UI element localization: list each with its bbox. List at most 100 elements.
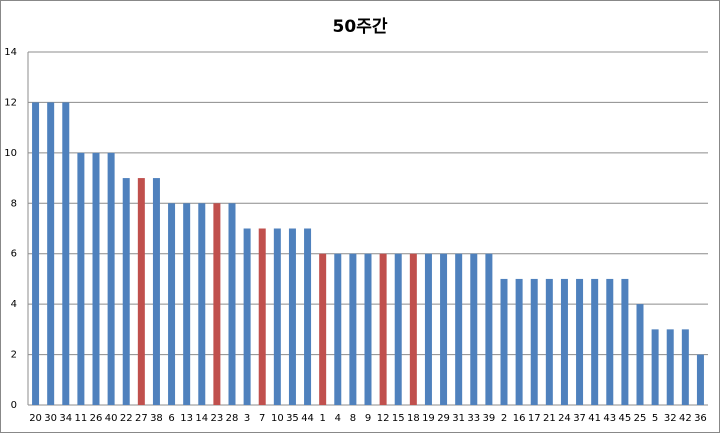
bar — [681, 329, 689, 405]
x-tick-label: 1 — [319, 413, 325, 424]
bar — [696, 354, 704, 405]
bar — [213, 203, 221, 405]
x-tick-label: 39 — [483, 413, 496, 424]
y-tick-label: 0 — [11, 400, 17, 411]
bar — [364, 253, 372, 405]
x-tick-label: 22 — [120, 413, 133, 424]
bar — [183, 203, 191, 405]
bar — [152, 178, 160, 405]
bar — [228, 203, 236, 405]
x-tick-label: 6 — [168, 413, 174, 424]
x-tick-label: 35 — [286, 413, 299, 424]
x-tick-label: 24 — [558, 413, 571, 424]
x-tick-label: 10 — [271, 413, 284, 424]
x-tick-label: 29 — [437, 413, 450, 424]
x-tick-label: 2 — [501, 413, 507, 424]
x-tick-label: 41 — [588, 413, 601, 424]
x-tick-label: 14 — [195, 413, 208, 424]
x-tick-label: 4 — [335, 413, 341, 424]
x-tick-label: 3 — [244, 413, 250, 424]
x-tick-label: 30 — [44, 413, 57, 424]
x-tick-label: 31 — [452, 413, 465, 424]
bar — [137, 178, 145, 405]
x-tick-label: 5 — [652, 413, 658, 424]
bar — [92, 152, 100, 405]
bar — [198, 203, 206, 405]
bar — [560, 278, 568, 405]
bar — [77, 152, 85, 405]
bar — [530, 278, 538, 405]
bar — [651, 329, 659, 405]
y-tick-label: 12 — [4, 97, 17, 108]
y-tick-label: 6 — [11, 249, 17, 260]
x-tick-label: 33 — [467, 413, 480, 424]
bar — [288, 228, 296, 405]
bar — [424, 253, 432, 405]
bar — [636, 304, 644, 405]
x-tick-label: 13 — [180, 413, 193, 424]
bar — [606, 278, 614, 405]
x-tick-label: 12 — [377, 413, 390, 424]
bar — [666, 329, 674, 405]
x-tick-label: 17 — [528, 413, 541, 424]
x-tick-label: 43 — [603, 413, 616, 424]
x-tick-label: 25 — [634, 413, 647, 424]
bar — [349, 253, 357, 405]
x-tick-label: 38 — [150, 413, 163, 424]
x-tick-label: 16 — [513, 413, 526, 424]
x-tick-label: 19 — [422, 413, 435, 424]
x-tick-label: 36 — [694, 413, 707, 424]
bar — [273, 228, 281, 405]
x-tick-label: 21 — [543, 413, 556, 424]
x-tick-label: 11 — [75, 413, 88, 424]
bar — [485, 253, 493, 405]
x-tick-label: 23 — [211, 413, 224, 424]
bar — [258, 228, 266, 405]
bar — [515, 278, 523, 405]
bar — [621, 278, 629, 405]
chart-title: 50주간 — [333, 17, 388, 37]
bar — [455, 253, 463, 405]
y-tick-label: 8 — [11, 198, 17, 209]
bar — [319, 253, 327, 405]
bar — [32, 102, 40, 405]
bar — [591, 278, 599, 405]
bar — [394, 253, 402, 405]
y-tick-label: 10 — [4, 148, 17, 159]
bar — [545, 278, 553, 405]
x-tick-label: 7 — [259, 413, 265, 424]
bar — [122, 178, 130, 405]
x-tick-label: 32 — [664, 413, 677, 424]
bar — [47, 102, 55, 405]
bar — [576, 278, 584, 405]
bar — [168, 203, 176, 405]
x-tick-label: 34 — [59, 413, 72, 424]
x-tick-label: 15 — [392, 413, 405, 424]
x-tick-label: 28 — [226, 413, 239, 424]
bar — [334, 253, 342, 405]
x-tick-label: 40 — [105, 413, 118, 424]
x-tick-label: 20 — [29, 413, 42, 424]
bar — [379, 253, 387, 405]
bar — [470, 253, 478, 405]
x-tick-label: 9 — [365, 413, 371, 424]
x-tick-label: 45 — [619, 413, 632, 424]
x-tick-label: 37 — [573, 413, 586, 424]
x-tick-label: 26 — [90, 413, 103, 424]
bar — [500, 278, 508, 405]
x-tick-label: 8 — [350, 413, 356, 424]
x-tick-label: 44 — [301, 413, 314, 424]
y-tick-label: 2 — [11, 350, 17, 361]
bar — [409, 253, 417, 405]
bar — [62, 102, 70, 405]
bar — [440, 253, 448, 405]
y-tick-label: 14 — [4, 47, 17, 58]
bar — [107, 152, 115, 405]
x-tick-label: 27 — [135, 413, 148, 424]
y-tick-label: 4 — [11, 299, 17, 310]
x-tick-label: 42 — [679, 413, 692, 424]
x-tick-label: 18 — [407, 413, 420, 424]
bar — [243, 228, 251, 405]
